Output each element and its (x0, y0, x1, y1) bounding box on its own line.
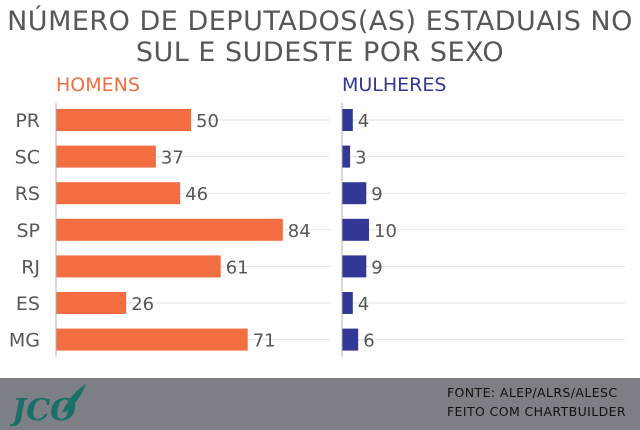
chart-title: Número de deputados(as) estaduais no Sul… (0, 6, 640, 68)
bar-men (56, 328, 248, 351)
value-label-men: 71 (253, 331, 276, 352)
title-line-1: Número de deputados(as) estaduais no (7, 6, 633, 37)
bar-men (56, 255, 221, 278)
bar-women (342, 145, 351, 168)
category-label: SP (16, 220, 40, 242)
category-label: RS (15, 183, 40, 205)
value-label-women: 10 (374, 221, 397, 242)
value-label-women: 4 (358, 111, 369, 132)
legend-women: MULHERES (342, 74, 446, 96)
feather-icon (62, 384, 86, 412)
value-label-men: 46 (185, 184, 208, 205)
value-label-women: 9 (371, 257, 382, 278)
footer-bar: JCO FONTE: ALEP/ALRS/ALESC FEITO COM CHA… (0, 378, 640, 430)
category-label: ES (16, 293, 40, 315)
value-label-men: 84 (288, 221, 311, 242)
category-label: SC (15, 147, 40, 169)
value-label-men: 37 (161, 148, 184, 169)
bar-men (56, 109, 191, 131)
value-label-women: 3 (355, 148, 366, 169)
bar-men (56, 182, 181, 205)
bar-men (56, 218, 283, 241)
value-label-men: 61 (226, 257, 249, 278)
bar-men (56, 292, 127, 314)
jco-logo: JCO (10, 384, 86, 428)
bar-women (342, 182, 367, 205)
bar-men (56, 145, 156, 168)
bar-women (342, 292, 353, 314)
category-label: MG (9, 330, 40, 352)
title-line-2: Sul e Sudeste por sexo (135, 37, 505, 68)
value-label-women: 6 (363, 331, 374, 352)
bar-women (342, 218, 369, 241)
category-label: RJ (21, 256, 40, 278)
source-note: FONTE: ALEP/ALRS/ALESC FEITO COM CHARTBU… (447, 383, 626, 421)
value-label-men: 26 (131, 294, 154, 315)
bar-women (342, 328, 359, 351)
source-line-2: FEITO COM CHARTBUILDER (446, 404, 626, 419)
value-label-women: 4 (358, 294, 369, 315)
value-label-women: 9 (371, 184, 382, 205)
legend-men: HOMENS (56, 74, 140, 96)
bar-women (342, 109, 353, 131)
value-label-men: 50 (196, 111, 219, 132)
bar-women (342, 255, 367, 278)
source-line-1: FONTE: ALEP/ALRS/ALESC (446, 385, 618, 400)
category-label: PR (15, 110, 40, 132)
